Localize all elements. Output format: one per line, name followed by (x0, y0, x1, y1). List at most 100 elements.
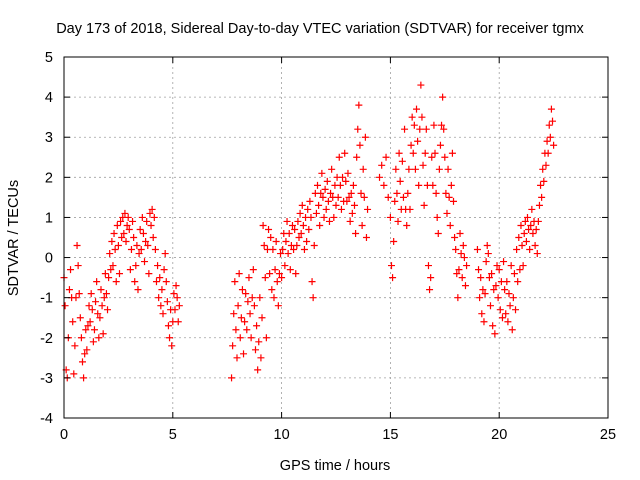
data-point (540, 177, 548, 185)
data-point (106, 250, 114, 258)
data-point (384, 193, 392, 201)
data-point (510, 270, 518, 278)
data-point (389, 274, 397, 282)
data-point (295, 234, 303, 241)
data-point (317, 189, 325, 197)
data-point (393, 189, 401, 197)
data-point (486, 302, 494, 310)
data-point (269, 246, 277, 254)
data-point (480, 318, 488, 326)
data-point (504, 318, 512, 326)
data-point (101, 270, 109, 278)
data-point (234, 302, 242, 310)
data-point (146, 209, 154, 217)
tick-labels: 0 5 10 15 20 25 -4 -3 -2 -1 0 1 2 3 4 5 (40, 50, 616, 443)
data-point (77, 334, 85, 342)
data-point (475, 266, 483, 274)
data-point (85, 302, 93, 310)
data-point (438, 121, 446, 129)
data-point (98, 302, 106, 310)
data-point (435, 165, 443, 173)
data-point (549, 117, 557, 125)
data-point (434, 229, 442, 237)
data-point (325, 217, 333, 225)
data-point (336, 181, 344, 189)
data-point (447, 181, 455, 189)
data-point (303, 238, 311, 246)
data-point (409, 149, 417, 157)
data-point (65, 286, 73, 294)
y-tick-label: -2 (40, 331, 53, 347)
data-point (452, 246, 460, 254)
data-point (516, 266, 524, 274)
data-point (544, 149, 552, 157)
data-point (115, 270, 123, 278)
data-point (156, 274, 164, 282)
data-point (160, 266, 168, 274)
data-point (278, 274, 286, 282)
data-point (157, 302, 165, 310)
data-point (444, 165, 452, 173)
data-point (509, 294, 517, 302)
data-point (396, 177, 404, 185)
data-point (242, 290, 250, 298)
data-point (292, 270, 300, 278)
data-point (424, 262, 432, 270)
data-point (343, 197, 351, 205)
data-point (522, 238, 530, 246)
data-series (60, 81, 558, 382)
data-point (330, 213, 338, 221)
data-point (254, 366, 262, 374)
x-tick-label: 20 (491, 427, 507, 443)
data-point (395, 149, 403, 157)
data-point (246, 310, 254, 318)
data-point (321, 185, 329, 193)
data-point (86, 318, 94, 326)
data-point (266, 270, 274, 278)
data-point (150, 213, 158, 221)
data-point (275, 270, 283, 278)
data-point (490, 286, 498, 294)
data-point (297, 229, 305, 237)
data-point (131, 278, 139, 286)
data-point (83, 346, 91, 354)
data-point (446, 221, 454, 229)
x-tick-label: 5 (169, 427, 177, 443)
data-point (285, 229, 293, 237)
data-point (513, 246, 521, 254)
data-point (349, 181, 357, 189)
data-point (337, 205, 345, 213)
data-point (279, 246, 287, 254)
data-point (428, 153, 436, 161)
y-tick-label: 4 (45, 90, 53, 106)
data-point (294, 217, 302, 225)
data-point (347, 189, 355, 197)
data-point (309, 294, 317, 302)
chart-title: Day 173 of 2018, Sidereal Day-to-day VTE… (56, 21, 584, 37)
data-point (80, 374, 88, 382)
data-point (236, 334, 244, 342)
data-point (408, 113, 416, 121)
data-point (436, 141, 444, 149)
data-point (256, 294, 264, 302)
data-point (274, 302, 282, 310)
data-point (485, 274, 493, 282)
data-point (76, 314, 84, 322)
data-point (346, 217, 354, 225)
data-point (318, 169, 326, 177)
data-point (427, 274, 435, 282)
data-point (348, 209, 356, 217)
data-point (114, 242, 122, 250)
data-point (168, 342, 176, 350)
data-point (100, 294, 108, 302)
data-point (95, 334, 103, 342)
data-point (458, 274, 466, 282)
data-point (411, 165, 419, 173)
data-point (361, 133, 369, 141)
data-point (162, 278, 170, 286)
data-point (305, 225, 313, 233)
data-point (172, 282, 180, 290)
data-point (406, 205, 414, 213)
data-point (250, 302, 258, 310)
data-point (233, 354, 241, 362)
